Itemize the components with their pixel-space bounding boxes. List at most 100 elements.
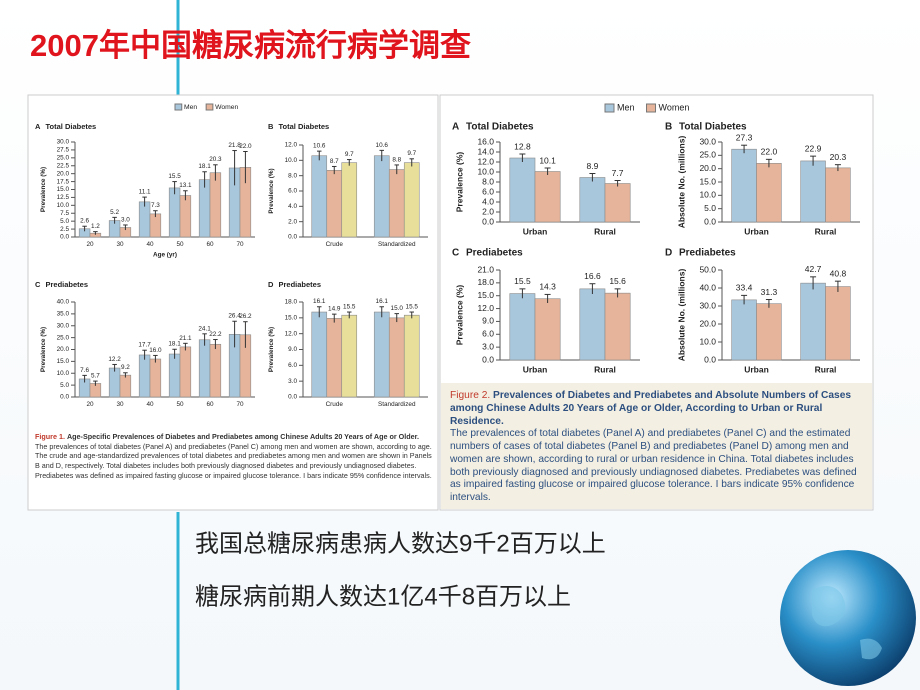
y-tick-label: 0.0 (482, 216, 494, 226)
bar (168, 187, 181, 238)
x-tick-label: Standardized (378, 241, 416, 248)
bar (579, 177, 606, 223)
y-tick-label: 10.0 (699, 336, 716, 346)
x-axis-label: Age (yr) (153, 252, 177, 259)
value-label: 13.1 (179, 182, 192, 189)
y-tick-label: 6.0 (482, 186, 494, 196)
y-tick-label: 35.0 (57, 311, 70, 318)
value-label: 16.1 (313, 298, 326, 305)
x-tick-label: Crude (326, 401, 344, 408)
value-label: 40.8 (830, 268, 847, 278)
value-label: 7.3 (151, 202, 160, 209)
y-tick-label: 15.0 (57, 186, 70, 193)
y-tick-label: 9.0 (288, 346, 297, 353)
y-tick-label: 2.0 (288, 218, 297, 225)
panel-title: Total Diabetes (46, 122, 97, 131)
panel-title: Prediabetes (279, 280, 322, 289)
value-label: 24.1 (198, 325, 211, 332)
x-tick-label: Rural (594, 364, 616, 374)
value-label: 22.9 (805, 143, 822, 153)
bar (311, 155, 328, 238)
y-tick-label: 16.0 (477, 136, 494, 146)
bar (326, 318, 343, 398)
y-tick-label: 12.0 (285, 330, 298, 337)
bar (149, 358, 162, 398)
value-label: 31.3 (761, 287, 778, 297)
x-tick-label: Urban (523, 364, 548, 374)
x-tick-label: 50 (176, 241, 184, 248)
y-tick-label: 0.0 (288, 394, 297, 401)
value-label: 10.6 (313, 143, 326, 150)
x-tick-label: 60 (206, 401, 214, 408)
bar (198, 339, 211, 398)
y-tick-label: 10.0 (285, 157, 298, 164)
value-label: 12.2 (108, 356, 121, 363)
panel-title: Prediabetes (679, 248, 736, 259)
caption-box (441, 383, 872, 509)
value-label: 15.6 (609, 276, 626, 286)
bar (341, 162, 358, 238)
y-axis-label: Prevalence (%) (268, 327, 275, 372)
x-tick-label: 20 (86, 401, 94, 408)
y-tick-label: 12.0 (285, 142, 298, 149)
y-tick-label: 10.0 (699, 190, 716, 200)
panel-letter: B (665, 122, 672, 133)
x-tick-label: Urban (744, 364, 769, 374)
y-tick-label: 10.0 (57, 202, 70, 209)
x-tick-label: Rural (594, 226, 616, 236)
bar (403, 314, 420, 398)
y-tick-label: 20.0 (699, 163, 716, 173)
x-tick-label: 40 (146, 401, 154, 408)
x-tick-label: 30 (116, 241, 124, 248)
y-tick-label: 25.0 (57, 334, 70, 341)
value-label: 15.5 (343, 303, 356, 310)
y-axis-label: Prevalence (%) (454, 285, 464, 346)
value-label: 5.2 (110, 209, 119, 216)
bar (604, 183, 631, 223)
bar (209, 172, 222, 238)
y-tick-label: 14.0 (477, 146, 494, 156)
bar (756, 163, 782, 223)
bar (108, 367, 121, 398)
bar (179, 195, 192, 238)
globe-land (812, 586, 882, 660)
y-tick-label: 6.0 (482, 329, 494, 339)
slide-line: 我国总糖尿病患病人数达9千2百万以上 (195, 530, 606, 557)
bar (209, 343, 222, 398)
value-label: 21.8 (228, 142, 241, 149)
caption-body: The prevalences of total diabetes (Panel… (35, 441, 432, 480)
y-tick-label: 0.0 (704, 354, 716, 364)
y-tick-label: 8.0 (288, 172, 297, 179)
y-tick-label: 18.0 (477, 277, 494, 287)
legend-label: Women (215, 104, 238, 111)
y-tick-label: 30.0 (57, 322, 70, 329)
y-axis-label: Prevalence (%) (40, 327, 47, 372)
x-tick-label: 60 (206, 241, 214, 248)
y-tick-label: 6.0 (288, 188, 297, 195)
x-tick-label: Standardized (378, 401, 416, 408)
y-tick-label: 15.0 (285, 315, 298, 322)
bar (756, 303, 782, 361)
value-label: 9.7 (345, 151, 354, 158)
bar (825, 286, 851, 361)
panel-letter: D (268, 280, 274, 289)
legend-label: Women (659, 102, 690, 112)
y-tick-label: 7.5 (60, 210, 69, 217)
y-tick-label: 40.0 (57, 299, 70, 306)
bar (509, 293, 536, 361)
x-tick-label: Urban (744, 226, 769, 236)
panel-letter: A (35, 122, 41, 131)
bar (326, 170, 343, 238)
value-label: 22.0 (761, 147, 778, 157)
value-label: 8.8 (392, 156, 401, 163)
panel-title: Total Diabetes (466, 122, 534, 133)
value-label: 20.3 (209, 156, 222, 163)
x-tick-label: Crude (326, 241, 344, 248)
bar (388, 169, 405, 238)
y-tick-label: 9.0 (482, 316, 494, 326)
value-label: 20.3 (830, 152, 847, 162)
value-label: 26.2 (239, 313, 252, 320)
caption: Figure 2. Prevalences of Diabetes and Pr… (450, 390, 865, 505)
legend-label: Men (617, 102, 635, 112)
slide-title: 2007年中国糖尿病流行病学调查 (30, 28, 471, 63)
